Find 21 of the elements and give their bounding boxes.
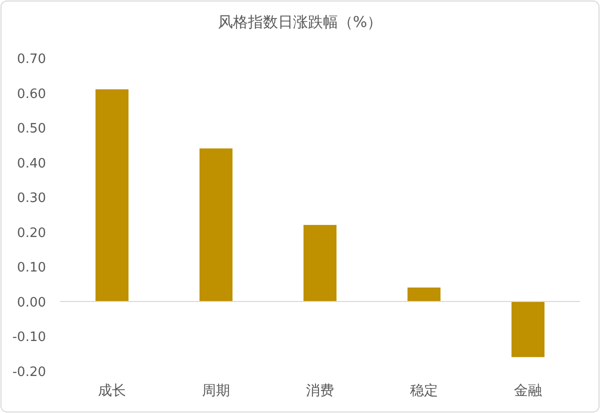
y-tick-label: 0.20 — [17, 226, 46, 241]
y-tick-label: -0.10 — [12, 330, 46, 346]
bar — [304, 224, 336, 302]
y-tick-label: 0.70 — [17, 52, 46, 67]
y-tick-label: 0.00 — [17, 295, 46, 310]
x-tick-label: 成长 — [98, 383, 126, 399]
x-tick-label: 周期 — [202, 383, 230, 399]
bar — [96, 89, 128, 302]
bar — [200, 148, 232, 302]
y-tick-label: -0.20 — [12, 365, 46, 380]
chart-title: 风格指数日涨跌幅（%） — [218, 13, 382, 31]
x-tick-label: 稳定 — [410, 383, 438, 399]
x-tick-label: 金融 — [514, 383, 542, 399]
y-tick-label: 0.30 — [17, 191, 46, 206]
y-tick-label: 0.50 — [17, 122, 46, 137]
bar — [512, 301, 544, 358]
x-tick-label: 消费 — [306, 383, 334, 399]
bar — [408, 288, 440, 302]
y-tick-label: 0.60 — [17, 86, 46, 102]
y-tick-label: 0.10 — [17, 260, 46, 276]
y-tick-label: 0.40 — [17, 156, 46, 172]
